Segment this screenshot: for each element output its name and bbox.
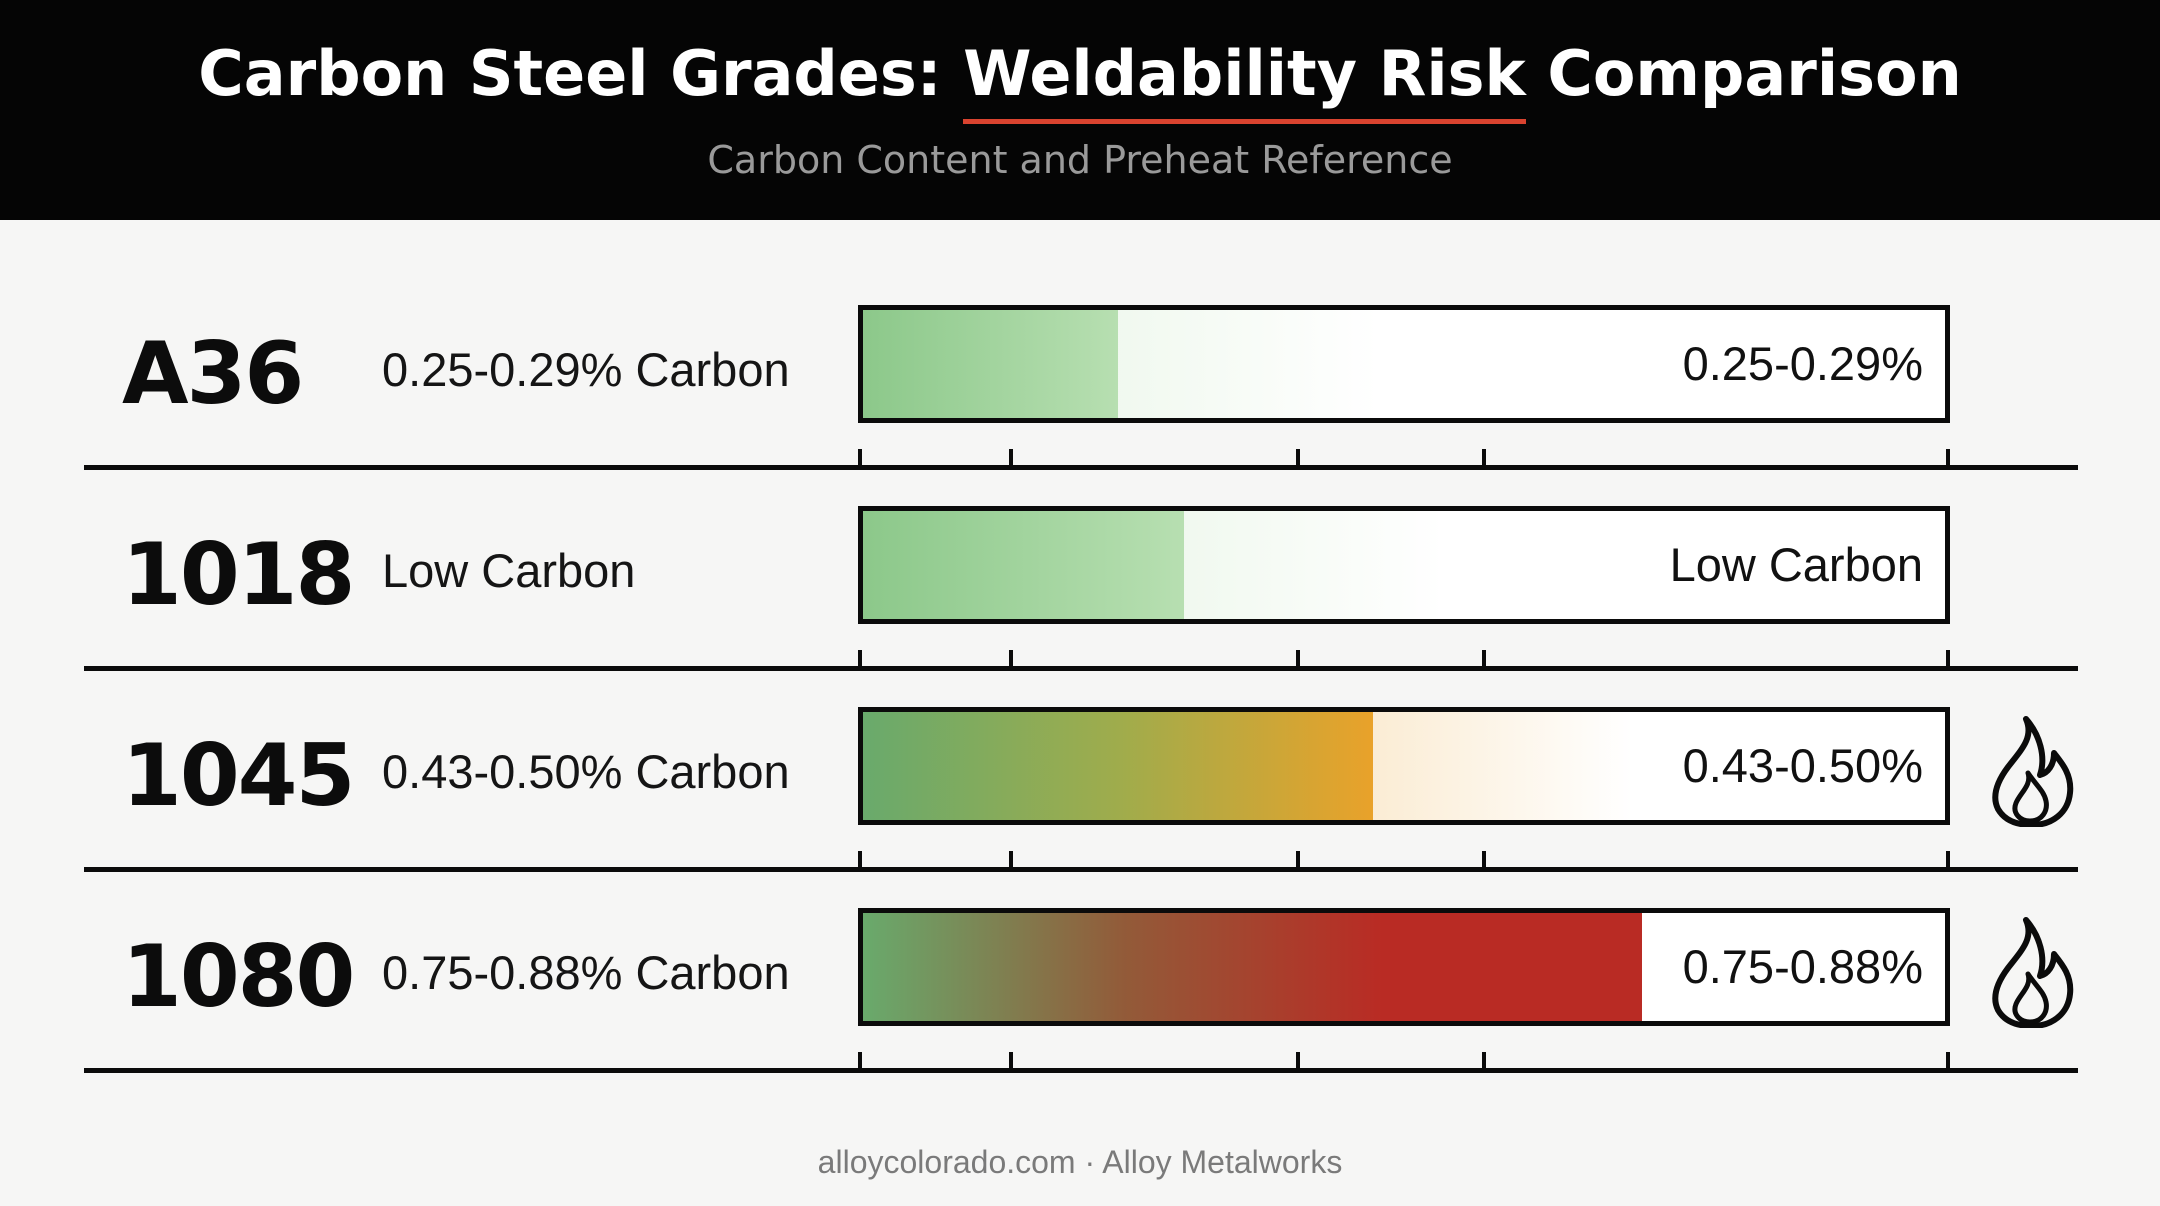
flame-icon [1992,917,2074,1028]
row-divider [84,465,2078,470]
axis-tick [1296,650,1300,668]
grade-row: 1018 Low Carbon Low Carbon [0,506,2160,706]
header-bar: Carbon Steel Grades: Weldability Risk Co… [0,0,2160,220]
title-accent: Weldability Risk [963,37,1526,124]
title-suffix: Comparison [1525,37,1962,110]
risk-bar-fill [863,310,1118,418]
row-divider [84,666,2078,671]
risk-bar: 0.75-0.88% [858,908,1950,1026]
axis-tick [1482,449,1486,467]
axis-tick [1009,851,1013,869]
grade-row: 1045 0.43-0.50% Carbon 0.43-0.50% [0,707,2160,907]
axis-tick [1296,449,1300,467]
risk-bar: 0.43-0.50% [858,707,1950,825]
risk-bar: 0.25-0.29% [858,305,1950,423]
carbon-description: 0.25-0.29% Carbon [382,343,790,396]
page-subtitle: Carbon Content and Preheat Reference [707,138,1453,182]
title-prefix: Carbon Steel Grades: [198,37,964,110]
axis-tick [1482,1052,1486,1070]
axis-tick [1946,851,1950,869]
grade-row: A36 0.25-0.29% Carbon 0.25-0.29% [0,305,2160,505]
axis-tick [1296,1052,1300,1070]
risk-bar-fill [863,712,1373,820]
axis-tick [858,650,862,668]
axis-tick [858,449,862,467]
carbon-description: Low Carbon [382,544,636,597]
axis-tick [1296,851,1300,869]
carbon-description: 0.43-0.50% Carbon [382,745,790,798]
flame-icon [1992,716,2074,827]
row-divider [84,1068,2078,1073]
axis-tick [1482,650,1486,668]
grade-label: A36 [122,324,304,424]
grade-row: 1080 0.75-0.88% Carbon 0.75-0.88% [0,908,2160,1108]
row-divider [84,867,2078,872]
grade-label: 1045 [122,726,355,826]
bar-value-label: 0.25-0.29% [1682,337,1923,390]
axis-tick [1482,851,1486,869]
risk-bar-fade [1184,511,1444,619]
carbon-description: 0.75-0.88% Carbon [382,946,790,999]
bar-value-label: 0.75-0.88% [1682,940,1923,993]
axis-tick [1009,650,1013,668]
grade-label: 1018 [122,525,355,625]
axis-tick [858,851,862,869]
risk-bar-fill [863,511,1184,619]
risk-bar-fade [1373,712,1633,820]
page-title: Carbon Steel Grades: Weldability Risk Co… [0,36,2160,124]
bar-value-label: 0.43-0.50% [1682,739,1923,792]
footer-credit: alloycolorado.com · Alloy Metalworks [817,1144,1343,1180]
risk-bar-fill [863,913,1642,1021]
risk-bar: Low Carbon [858,506,1950,624]
axis-tick [1009,1052,1013,1070]
axis-tick [1946,1052,1950,1070]
bar-value-label: Low Carbon [1669,538,1923,591]
grade-label: 1080 [122,927,355,1027]
axis-tick [858,1052,862,1070]
risk-bar-fade [1118,310,1378,418]
axis-tick [1946,650,1950,668]
axis-tick [1946,449,1950,467]
axis-tick [1009,449,1013,467]
